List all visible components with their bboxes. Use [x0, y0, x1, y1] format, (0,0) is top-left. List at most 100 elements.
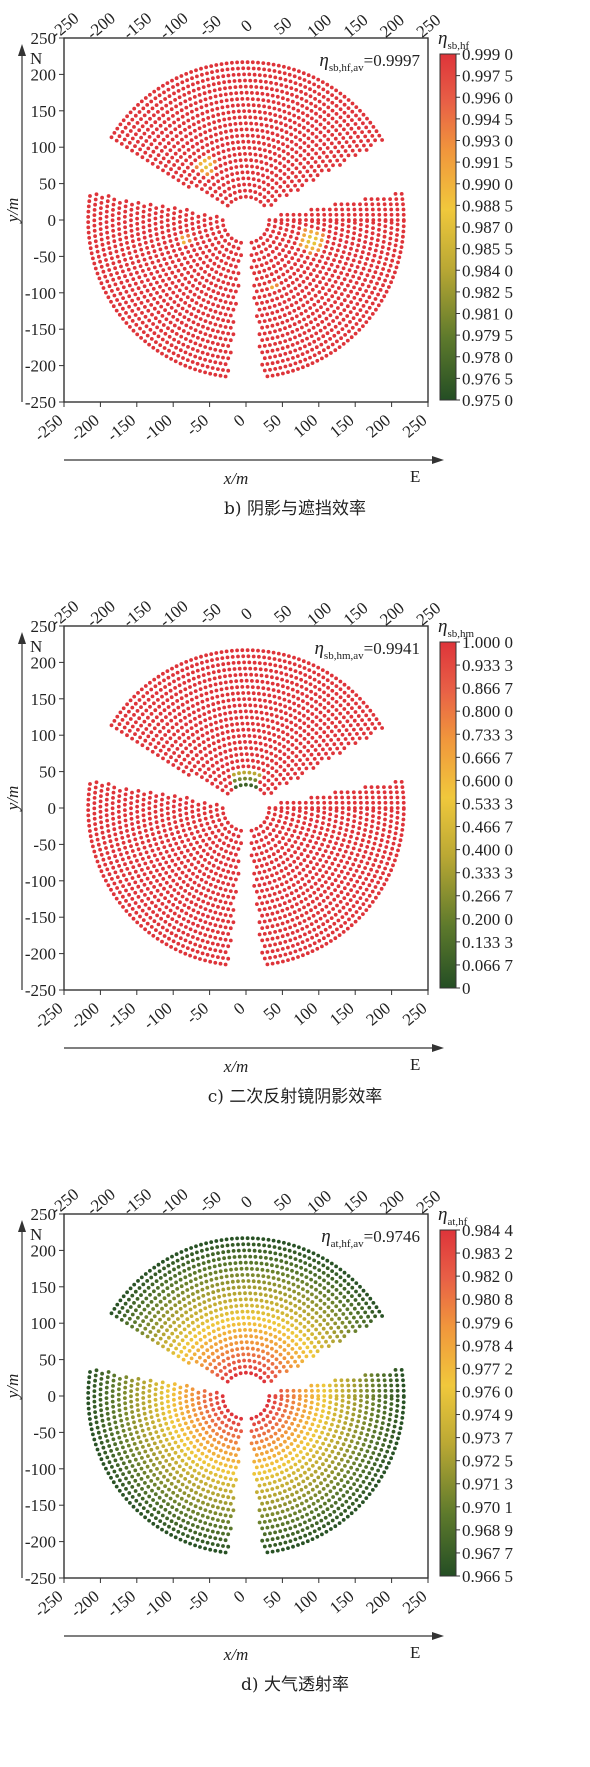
heliostat-point [259, 263, 264, 267]
heliostat-point [137, 317, 142, 321]
heliostat-point [382, 262, 387, 266]
heliostat-point [181, 828, 186, 833]
heliostat-point [399, 245, 404, 250]
heliostat-point [254, 1335, 259, 1339]
heliostat-point [266, 253, 271, 257]
heliostat-point [271, 240, 276, 245]
heliostat-point [168, 255, 173, 260]
heliostat-point [113, 266, 117, 271]
heliostat-point [226, 869, 231, 874]
heliostat-point [172, 815, 177, 819]
heliostat-point [218, 336, 223, 341]
heliostat-point [202, 746, 207, 751]
heliostat-point [149, 337, 154, 341]
heliostat-point [284, 292, 289, 296]
heliostat-point [231, 1354, 235, 1359]
heliostat-point [270, 87, 274, 92]
heliostat-point [377, 848, 381, 853]
heliostat-point [359, 727, 363, 731]
heliostat-point [297, 221, 302, 225]
heliostat-point [395, 202, 399, 207]
heliostat-point [274, 1412, 279, 1416]
heliostat-point [365, 273, 370, 278]
heliostat-point [292, 120, 297, 125]
heliostat-point [283, 939, 288, 944]
heliostat-point [278, 315, 282, 319]
heliostat-point [315, 308, 319, 313]
heliostat-point [355, 312, 359, 317]
y-tick-label: 150 [31, 690, 57, 709]
heliostat-point [188, 940, 193, 945]
heliostat-point [307, 879, 311, 884]
x-axis-label: x/m [223, 469, 249, 488]
heliostat-point [333, 269, 337, 274]
heliostat-point [300, 339, 305, 343]
heliostat-point [221, 1443, 226, 1447]
heliostat-point [364, 817, 369, 822]
heliostat-point [299, 311, 304, 316]
heliostat-point [232, 1360, 236, 1365]
heliostat-point [286, 1343, 291, 1348]
heliostat-point [227, 116, 232, 121]
heliostat-point [346, 229, 350, 234]
heliostat-point [390, 846, 395, 851]
heliostat-point [269, 668, 273, 673]
heliostat-point [266, 61, 271, 66]
heliostat-point [360, 130, 364, 135]
heliostat-point [174, 758, 179, 763]
heliostat-point [308, 839, 313, 843]
heliostat-point [345, 892, 350, 897]
heliostat-point [218, 781, 223, 785]
heliostat-point [331, 829, 336, 834]
heliostat-point [165, 806, 170, 811]
heliostat-point [257, 728, 261, 733]
heliostat-point [341, 930, 346, 934]
heliostat-point [277, 147, 281, 151]
heliostat-point [196, 923, 200, 928]
heliostat-point [96, 254, 101, 259]
heliostat-point [221, 1456, 226, 1460]
heliostat-point [316, 887, 321, 892]
heliostat-point [175, 699, 180, 703]
heliostat-point [298, 749, 303, 754]
heliostat-point [214, 220, 219, 224]
heliostat-point [370, 301, 375, 306]
heliostat-point [257, 735, 262, 739]
heliostat-point [228, 338, 233, 343]
heliostat-point [370, 900, 375, 904]
heliostat-point [290, 844, 295, 849]
heliostat-point [192, 880, 197, 885]
heliostat-point [109, 299, 113, 304]
heliostat-point [327, 229, 332, 234]
heliostat-point [316, 323, 320, 327]
heliostat-point [323, 889, 327, 894]
heliostat-point [225, 692, 230, 697]
heliostat-point [160, 694, 164, 699]
heliostat-point [211, 153, 216, 158]
heliostat-point [227, 1330, 232, 1334]
heliostat-point [214, 858, 219, 862]
heliostat-point [214, 166, 218, 171]
heliostat-point [324, 870, 329, 875]
heliostat-point [123, 220, 127, 225]
heliostat-point [216, 1327, 221, 1332]
heliostat-point [212, 159, 217, 164]
heliostat-point [177, 166, 182, 171]
heliostat-point [294, 746, 299, 750]
heliostat-point [289, 674, 294, 678]
heliostat-point [329, 729, 334, 734]
heliostat-point [148, 795, 152, 800]
heliostat-point [148, 790, 153, 795]
heliostat-point [223, 913, 228, 917]
heliostat-point [272, 291, 277, 295]
heliostat-point [86, 209, 91, 214]
heliostat-point [277, 819, 281, 824]
heliostat-point [275, 897, 280, 902]
heliostat-point [237, 666, 242, 671]
heliostat-point [205, 1366, 210, 1371]
heliostat-point [231, 766, 235, 771]
heliostat-point [179, 1349, 184, 1354]
heliostat-point [310, 1388, 314, 1393]
heliostat-point [344, 728, 349, 732]
heliostat-point [369, 867, 373, 872]
